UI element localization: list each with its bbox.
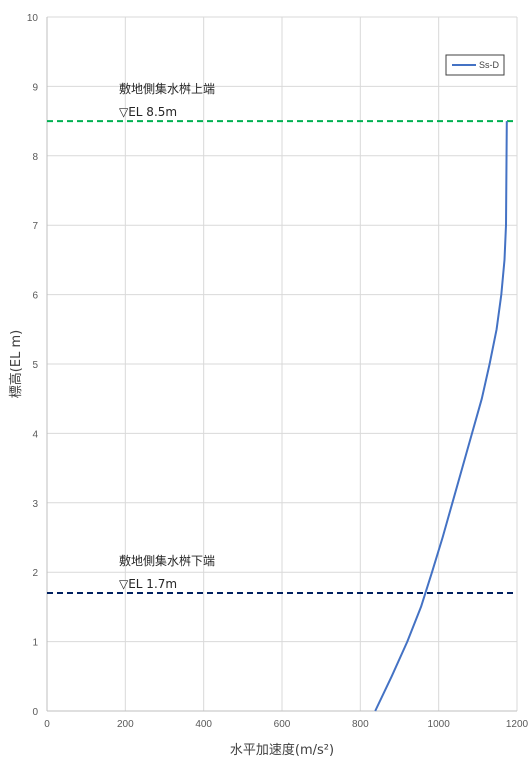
y-tick-label: 6	[32, 291, 38, 302]
y-tick-label: 1	[32, 638, 38, 649]
y-tick-label: 3	[32, 499, 38, 510]
x-tick-label: 600	[274, 719, 291, 730]
y-tick-label: 5	[32, 360, 38, 371]
legend-label: Ss-D	[479, 60, 500, 70]
x-tick-label: 400	[195, 719, 212, 730]
y-tick-label: 10	[27, 13, 39, 24]
x-axis-title: 水平加速度(m/s²)	[230, 742, 334, 758]
y-tick-label: 7	[32, 221, 38, 232]
reference-label-elevation: ▽EL 1.7m	[119, 577, 177, 591]
reference-label-title: 敷地側集水桝上端	[119, 81, 215, 96]
x-tick-label: 800	[352, 719, 369, 730]
y-tick-label: 2	[32, 568, 38, 579]
reference-label-title: 敷地側集水桝下端	[119, 553, 215, 568]
x-tick-label: 1000	[428, 719, 451, 730]
x-tick-label: 1200	[506, 719, 529, 730]
x-tick-label: 0	[44, 719, 50, 730]
reference-label-elevation: ▽EL 8.5m	[119, 105, 177, 119]
x-tick-label: 200	[117, 719, 134, 730]
y-tick-label: 0	[32, 707, 38, 718]
y-axis-title: 標高(EL m)	[8, 330, 24, 398]
y-tick-label: 8	[32, 152, 38, 163]
y-tick-label: 9	[32, 82, 38, 93]
series-line-ss-d	[374, 121, 508, 712]
y-tick-label: 4	[32, 429, 38, 440]
